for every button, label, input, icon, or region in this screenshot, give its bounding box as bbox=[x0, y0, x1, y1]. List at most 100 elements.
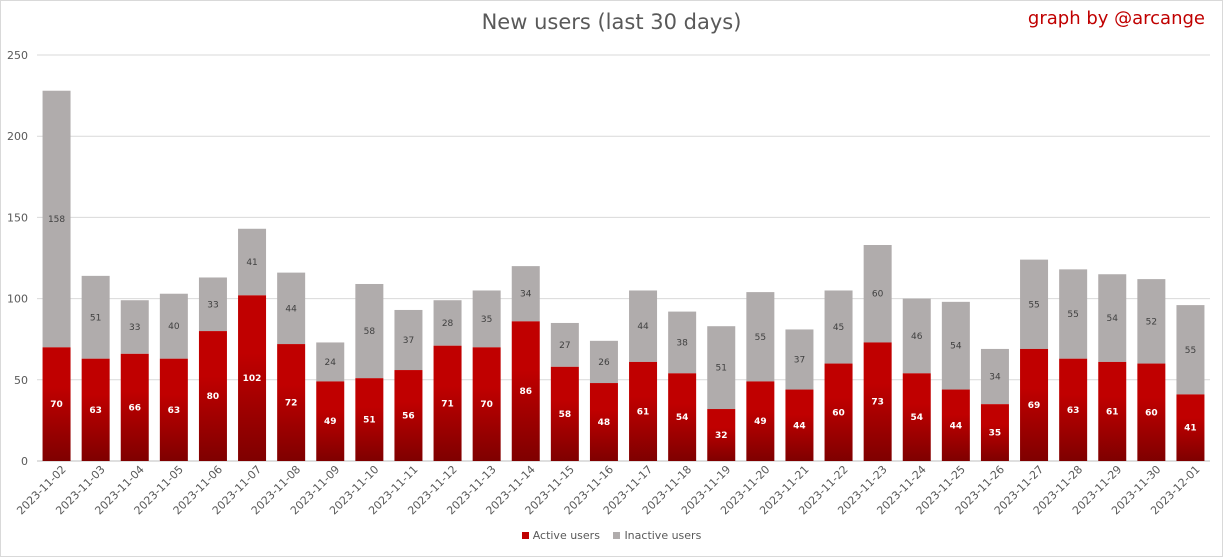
bar-active[interactable] bbox=[81, 358, 110, 461]
data-label-inactive: 28 bbox=[442, 319, 454, 329]
data-label-inactive: 37 bbox=[403, 336, 414, 346]
bar-inactive[interactable] bbox=[120, 300, 149, 354]
bar-inactive[interactable] bbox=[863, 245, 892, 343]
bar-inactive[interactable] bbox=[1059, 269, 1088, 359]
bar-active[interactable] bbox=[1137, 363, 1166, 461]
bar-inactive[interactable] bbox=[1020, 259, 1049, 349]
bar-active[interactable] bbox=[316, 381, 345, 461]
bar-inactive[interactable] bbox=[355, 283, 384, 379]
data-label-active: 58 bbox=[559, 410, 572, 420]
bar-inactive[interactable] bbox=[238, 228, 267, 296]
bar-inactive[interactable] bbox=[550, 322, 579, 367]
bar-inactive[interactable] bbox=[668, 311, 697, 374]
data-label-inactive: 41 bbox=[246, 258, 257, 268]
bar-active[interactable] bbox=[550, 366, 579, 461]
data-label-inactive: 34 bbox=[989, 373, 1001, 383]
bar-inactive[interactable] bbox=[511, 266, 540, 322]
bar-active[interactable] bbox=[589, 383, 618, 461]
bars bbox=[42, 90, 1205, 461]
legend-active-label: Active users bbox=[532, 529, 600, 542]
data-label-inactive: 33 bbox=[129, 323, 140, 333]
bar-inactive[interactable] bbox=[629, 290, 658, 362]
bar-inactive[interactable] bbox=[589, 340, 618, 384]
bar-active[interactable] bbox=[980, 404, 1009, 461]
y-tick-label: 200 bbox=[7, 130, 28, 143]
data-label-inactive: 54 bbox=[1107, 314, 1119, 324]
data-label-inactive: 51 bbox=[90, 313, 101, 323]
bar-active[interactable] bbox=[355, 378, 384, 461]
data-label-active: 54 bbox=[910, 413, 923, 423]
bar-inactive[interactable] bbox=[746, 292, 775, 382]
bar-active[interactable] bbox=[941, 389, 970, 461]
bar-active[interactable] bbox=[433, 345, 462, 461]
data-label-active: 35 bbox=[989, 429, 1002, 439]
data-label-inactive: 26 bbox=[598, 358, 610, 368]
bar-inactive[interactable] bbox=[198, 277, 227, 332]
bar-active[interactable] bbox=[472, 347, 501, 461]
y-tick-label: 250 bbox=[7, 49, 28, 62]
data-label-inactive: 60 bbox=[872, 290, 884, 300]
legend-item-inactive[interactable]: Inactive users bbox=[613, 529, 701, 542]
bar-active[interactable] bbox=[902, 373, 931, 461]
bar-inactive[interactable] bbox=[433, 300, 462, 346]
data-label-active: 44 bbox=[793, 421, 806, 431]
bar-inactive[interactable] bbox=[316, 342, 345, 382]
bar-active[interactable] bbox=[511, 321, 540, 461]
bar-inactive[interactable] bbox=[1137, 279, 1166, 364]
bar-inactive[interactable] bbox=[980, 348, 1009, 405]
data-label-inactive: 44 bbox=[637, 322, 649, 332]
bar-active[interactable] bbox=[1059, 358, 1088, 461]
y-tick-label: 0 bbox=[21, 455, 28, 468]
data-label-inactive: 27 bbox=[559, 341, 570, 351]
bar-active[interactable] bbox=[707, 409, 736, 461]
bar-inactive[interactable] bbox=[902, 298, 931, 374]
bar-active[interactable] bbox=[1098, 361, 1127, 461]
data-label-active: 69 bbox=[1028, 401, 1041, 411]
bar-active[interactable] bbox=[120, 353, 149, 461]
bar-inactive[interactable] bbox=[277, 272, 306, 345]
bar-inactive[interactable] bbox=[472, 290, 501, 348]
bar-inactive[interactable] bbox=[941, 301, 970, 390]
y-tick-label: 100 bbox=[7, 293, 28, 306]
bar-active[interactable] bbox=[746, 381, 775, 461]
bar-active[interactable] bbox=[1176, 394, 1205, 461]
data-label-active: 61 bbox=[1106, 407, 1119, 417]
chart-title: New users (last 30 days) bbox=[481, 10, 742, 34]
data-label-inactive: 34 bbox=[520, 290, 532, 300]
bar-active[interactable] bbox=[629, 361, 658, 461]
data-label-active: 72 bbox=[285, 399, 298, 409]
data-label-inactive: 54 bbox=[950, 342, 962, 352]
bar-active[interactable] bbox=[785, 389, 814, 461]
data-label-inactive: 40 bbox=[168, 322, 180, 332]
bar-active[interactable] bbox=[198, 331, 227, 461]
legend-item-active[interactable]: Active users bbox=[521, 529, 600, 542]
active-swatch bbox=[521, 532, 529, 539]
data-label-active: 44 bbox=[950, 421, 963, 431]
bar-active[interactable] bbox=[42, 347, 71, 461]
bar-active[interactable] bbox=[159, 358, 188, 461]
bar-inactive[interactable] bbox=[1176, 305, 1205, 395]
bar-active[interactable] bbox=[824, 363, 853, 461]
bar-active[interactable] bbox=[863, 342, 892, 461]
bar-inactive[interactable] bbox=[81, 275, 110, 359]
data-label-active: 56 bbox=[402, 412, 415, 422]
data-label-active: 70 bbox=[50, 400, 63, 410]
bar-inactive[interactable] bbox=[785, 329, 814, 390]
bar-active[interactable] bbox=[394, 370, 423, 461]
y-tick-label: 150 bbox=[7, 211, 28, 224]
bar-inactive[interactable] bbox=[42, 90, 71, 348]
data-label-active: 63 bbox=[1067, 406, 1080, 416]
bar-active[interactable] bbox=[668, 373, 697, 461]
data-label-active: 63 bbox=[89, 406, 102, 416]
bar-inactive[interactable] bbox=[707, 326, 736, 410]
y-tick-label: 50 bbox=[14, 374, 28, 387]
bar-active[interactable] bbox=[1020, 348, 1049, 461]
bar-inactive[interactable] bbox=[159, 293, 188, 359]
bar-active[interactable] bbox=[238, 295, 267, 461]
data-label-inactive: 44 bbox=[285, 304, 297, 314]
bar-inactive[interactable] bbox=[394, 309, 423, 371]
bar-active[interactable] bbox=[277, 344, 306, 461]
bar-inactive[interactable] bbox=[824, 290, 853, 364]
bar-inactive[interactable] bbox=[1098, 274, 1127, 362]
data-label-inactive: 55 bbox=[1067, 310, 1078, 320]
